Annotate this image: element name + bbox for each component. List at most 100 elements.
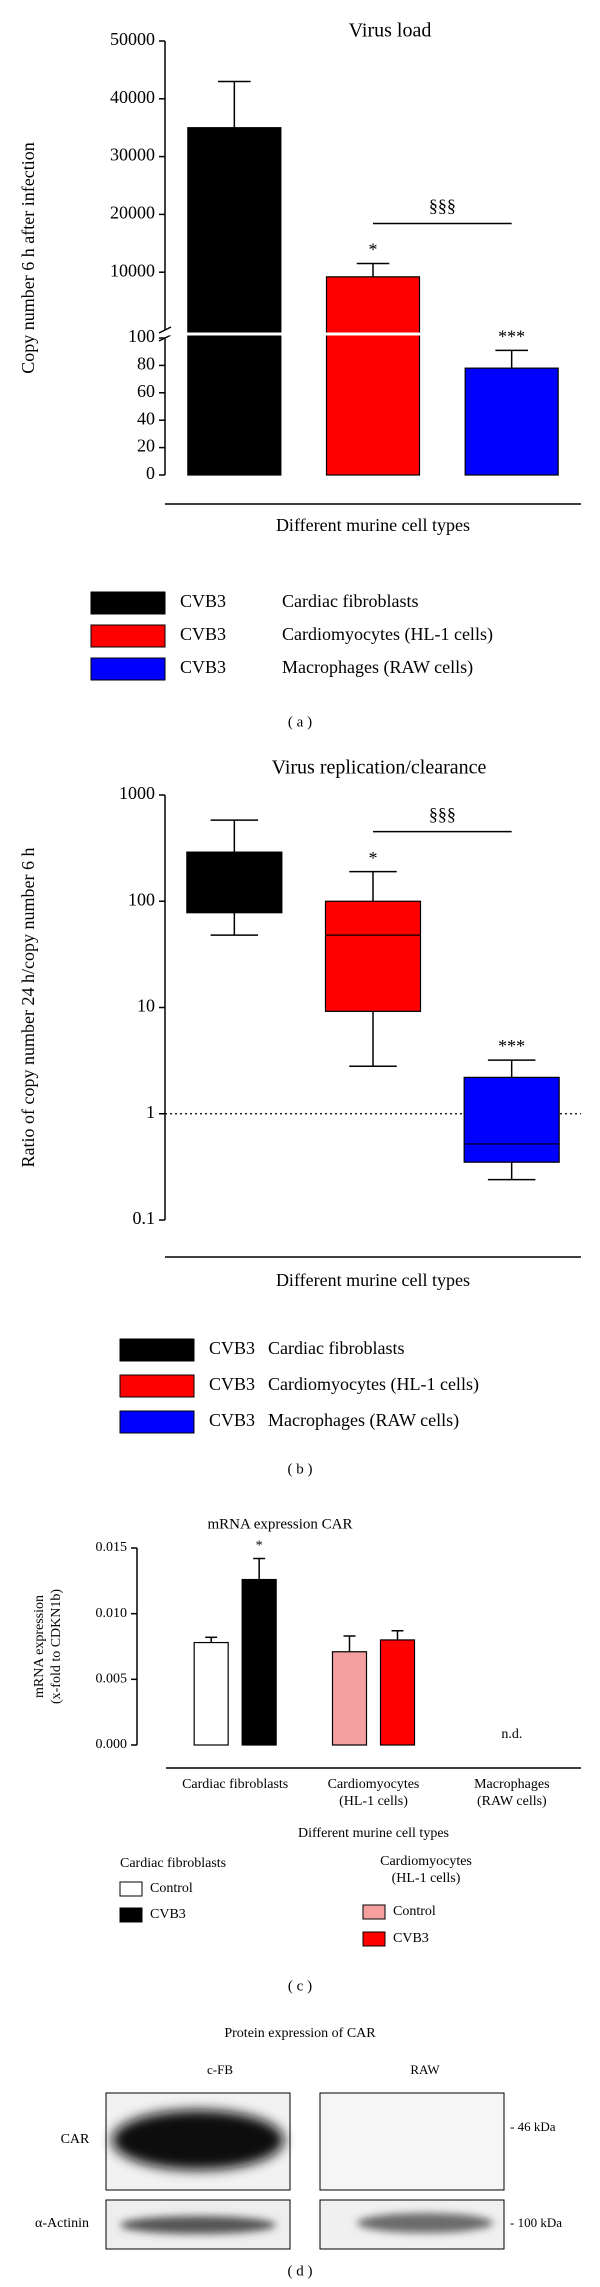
legend-label: Control bbox=[150, 1881, 193, 1896]
y-tick-label: 80 bbox=[137, 354, 155, 374]
blot-title: Protein expression of CAR bbox=[224, 2026, 376, 2041]
blot-band bbox=[120, 2216, 276, 2234]
blot-image bbox=[105, 2092, 505, 2250]
annotation: * bbox=[369, 848, 378, 868]
comparison-label: §§§ bbox=[429, 804, 456, 824]
bar bbox=[325, 276, 421, 476]
panel-label: ( a ) bbox=[288, 714, 312, 730]
x-tick-label: Macrophages bbox=[474, 1777, 549, 1792]
error-bar bbox=[343, 1635, 356, 1652]
x-axis-label: Different murine cell types bbox=[276, 515, 470, 535]
row-label: α-Actinin bbox=[35, 2216, 89, 2231]
comparison-label: §§§ bbox=[429, 196, 456, 216]
y-tick-label: 10000 bbox=[110, 260, 155, 280]
blot-band bbox=[112, 2110, 284, 2170]
x-tick-label: Cardiomyocytes bbox=[328, 1777, 420, 1792]
chart-title: Virus replication/clearance bbox=[272, 757, 487, 779]
row-label: CAR bbox=[61, 2132, 90, 2147]
y-tick-label: 1000 bbox=[119, 783, 155, 803]
legend-swatch bbox=[119, 1338, 195, 1362]
x-axis-label: Different murine cell types bbox=[276, 1270, 470, 1290]
blot-panel: Protein expression of CAR c-FB RAW CAR α… bbox=[35, 2026, 562, 2279]
error-bar bbox=[391, 1629, 404, 1640]
panel-label: ( c ) bbox=[288, 1978, 312, 1994]
y-axis-label: Ratio of copy number 24 h/copy number 6 … bbox=[18, 848, 38, 1168]
legend-title: Cardiomyocytes bbox=[380, 1854, 472, 1869]
legend-label: CVB3 bbox=[209, 1374, 255, 1394]
legend-title: (HL-1 cells) bbox=[392, 1871, 461, 1886]
legend-label: Macrophages (RAW cells) bbox=[268, 1410, 459, 1431]
legend-label: Macrophages (RAW cells) bbox=[282, 657, 473, 678]
legend-swatch bbox=[362, 1931, 386, 1947]
legend-label: Cardiomyocytes (HL-1 cells) bbox=[282, 624, 493, 645]
y-tick-label: 20000 bbox=[110, 203, 155, 223]
legend-label: CVB3 bbox=[393, 1931, 429, 1946]
y-tick-label: 0.1 bbox=[133, 1208, 156, 1228]
x-axis-label: Different murine cell types bbox=[298, 1826, 449, 1841]
bar bbox=[331, 1651, 368, 1746]
error-bar bbox=[218, 80, 251, 128]
y-tick-label: 100 bbox=[128, 326, 155, 346]
bar bbox=[193, 1641, 229, 1746]
panel-label: ( b ) bbox=[288, 1461, 313, 1477]
legend-swatch bbox=[119, 1410, 195, 1434]
y-tick-label: 20 bbox=[137, 436, 155, 456]
bar bbox=[464, 367, 559, 476]
y-tick-label: 30000 bbox=[110, 145, 155, 165]
x-tick-label: (HL-1 cells) bbox=[339, 1794, 408, 1809]
y-tick-label: 0.015 bbox=[96, 1540, 128, 1555]
y-axis-label: Copy number 6 h after infection bbox=[18, 142, 38, 373]
bar bbox=[241, 1578, 277, 1746]
annotation: n.d. bbox=[501, 1727, 522, 1742]
error-bar bbox=[205, 1636, 218, 1643]
marker-label: - 46 kDa bbox=[510, 2119, 556, 2134]
legend-swatch bbox=[90, 624, 166, 648]
legend-label: CVB3 bbox=[150, 1907, 186, 1922]
box bbox=[324, 900, 422, 1012]
legend-label: Cardiac fibroblasts bbox=[268, 1338, 404, 1358]
legend-swatch bbox=[119, 1881, 143, 1897]
y-tick-label: 10 bbox=[137, 996, 155, 1016]
annotation: *** bbox=[498, 1036, 525, 1056]
legend-swatch bbox=[119, 1374, 195, 1398]
y-tick-label: 0 bbox=[146, 463, 155, 483]
error-bar bbox=[253, 1557, 266, 1580]
legend-swatch bbox=[90, 591, 166, 615]
y-tick-label: 0.010 bbox=[96, 1606, 128, 1621]
annotation: * bbox=[369, 240, 378, 260]
chart: Virus load 0 20 40 60 80 100 10000 20000 30000 400… bbox=[18, 20, 582, 730]
blot-frame bbox=[319, 2092, 505, 2191]
legend-swatch bbox=[119, 1907, 143, 1923]
legend-swatch bbox=[362, 1904, 386, 1920]
legend-label: CVB3 bbox=[209, 1338, 255, 1358]
chart-title: mRNA expression CAR bbox=[207, 1516, 352, 1532]
lane-label: RAW bbox=[410, 2062, 440, 2077]
legend-title: Cardiac fibroblasts bbox=[120, 1856, 226, 1871]
y-axis-label: mRNA expression bbox=[32, 1595, 47, 1698]
legend-label: Cardiomyocytes (HL-1 cells) bbox=[268, 1374, 479, 1395]
axis-break-gap bbox=[166, 332, 582, 336]
chart: mRNA expression CAR 0.000 0.005 0.010 0.015 m… bbox=[32, 1516, 581, 1994]
box bbox=[463, 1076, 560, 1163]
legend-label: CVB3 bbox=[180, 657, 226, 677]
y-tick-label: 1 bbox=[146, 1102, 155, 1122]
legend-label: CVB3 bbox=[180, 591, 226, 611]
y-tick-label: 0.005 bbox=[96, 1672, 128, 1687]
x-tick-label: (RAW cells) bbox=[477, 1794, 547, 1809]
legend-swatch bbox=[90, 657, 166, 681]
annotation: * bbox=[256, 1539, 263, 1554]
axis-break bbox=[158, 326, 172, 334]
chart: Virus replication/clearance 0.1 1 10 100 1000… bbox=[18, 757, 581, 1477]
x-tick-label: Cardiac fibroblasts bbox=[182, 1777, 288, 1792]
y-tick-label: 40000 bbox=[110, 87, 155, 107]
y-tick-label: 50000 bbox=[110, 29, 155, 49]
legend-label: CVB3 bbox=[209, 1410, 255, 1430]
y-axis-label: (x-fold to CDKN1b) bbox=[49, 1589, 64, 1704]
y-tick-label: 0.000 bbox=[96, 1737, 128, 1752]
y-tick-label: 60 bbox=[137, 381, 155, 401]
blot-band bbox=[357, 2213, 493, 2233]
legend-label: Control bbox=[393, 1904, 436, 1919]
bar bbox=[379, 1639, 416, 1746]
